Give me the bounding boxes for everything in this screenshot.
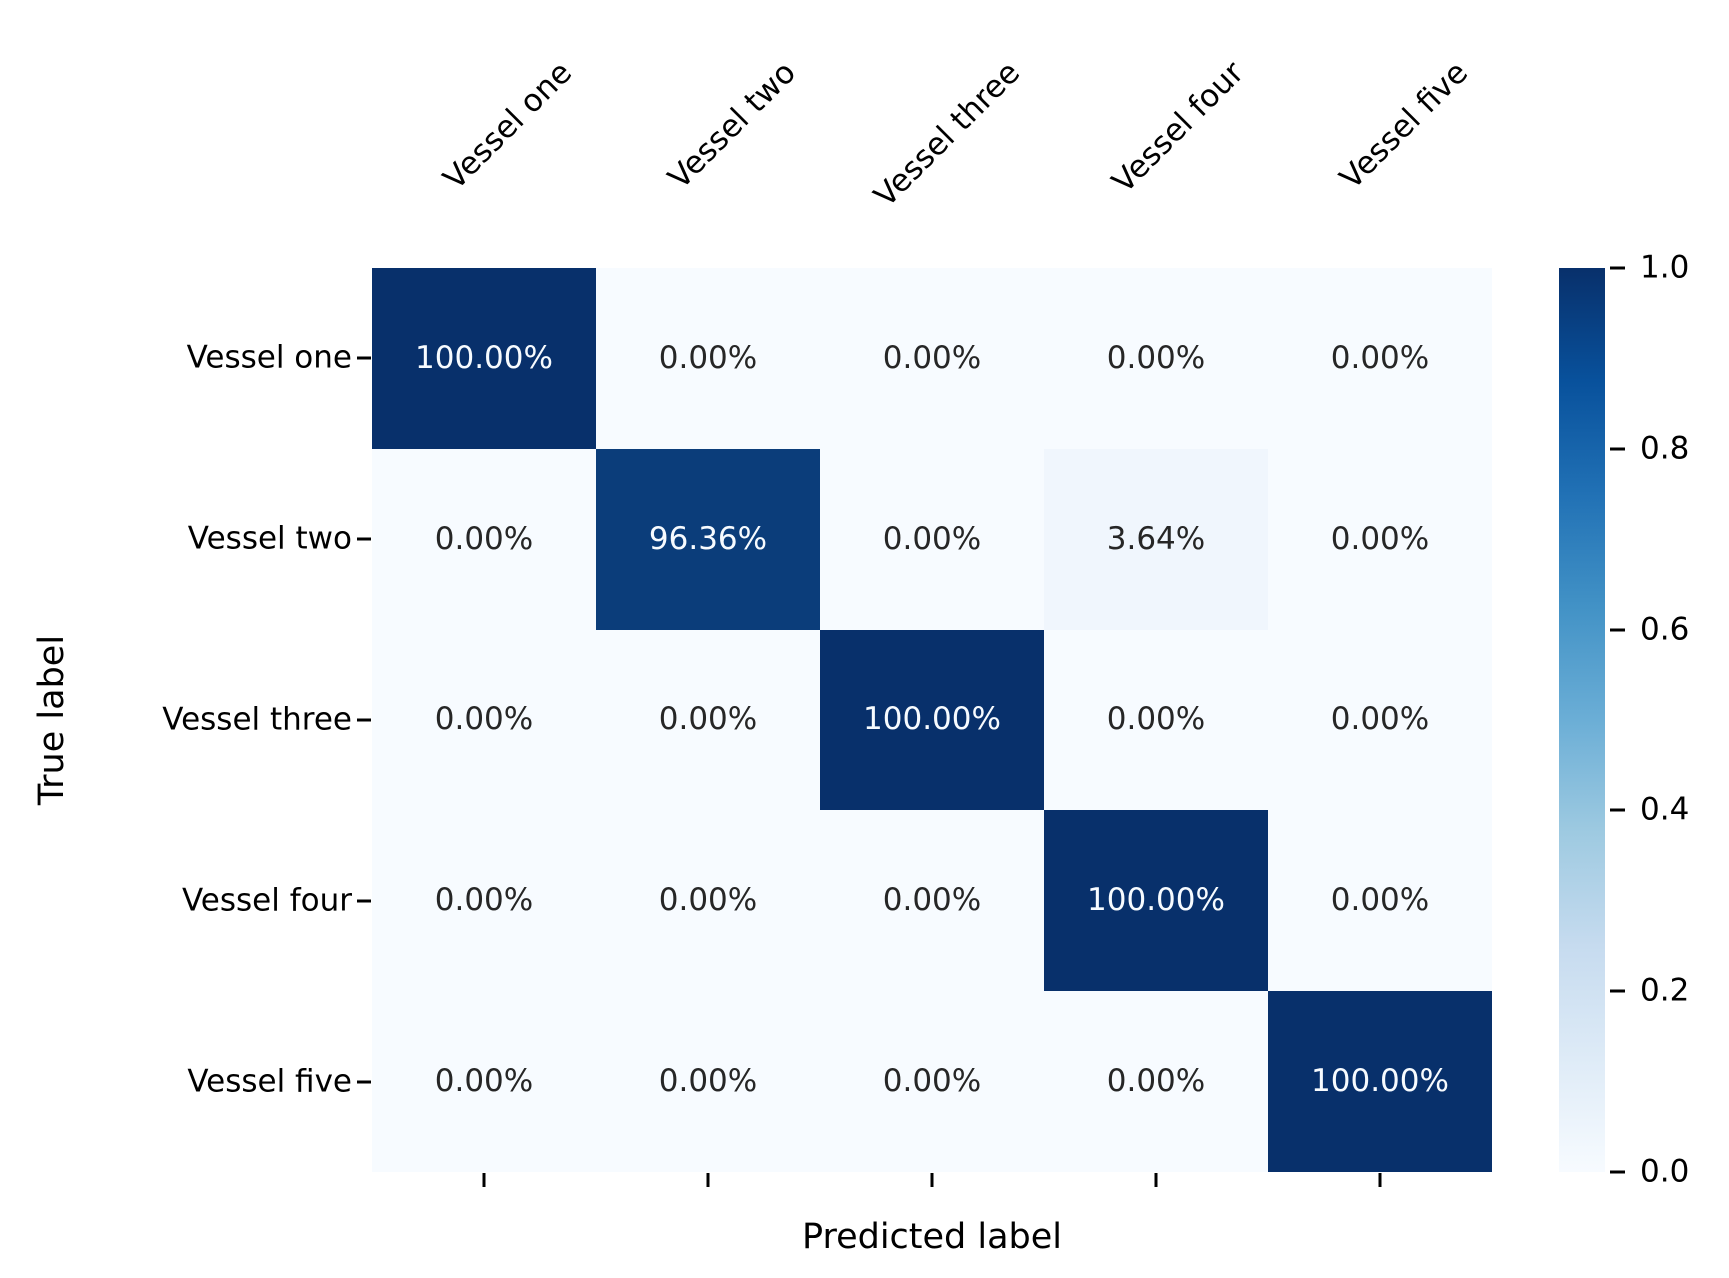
cell-r2-c3: 0.00% (820, 448, 1044, 630)
col-label-2: Vessel two (661, 54, 803, 197)
x-tick-3 (930, 1173, 934, 1187)
cell-r1-c3: 0.00% (820, 268, 1044, 449)
colorbar-tick-1.0 (1610, 266, 1625, 270)
cell-r3-c2: 0.00% (596, 629, 820, 811)
cell-r4-c3: 0.00% (820, 810, 1044, 992)
y-tick-4 (357, 899, 371, 903)
colorbar-tick-label-0.2: 0.2 (1640, 972, 1690, 1009)
y-axis-title: True label (32, 634, 72, 806)
row-label-3: Vessel three (162, 701, 352, 738)
row-label-1: Vessel one (186, 339, 352, 376)
y-tick-5 (357, 1080, 371, 1084)
cell-r4-c5: 0.00% (1268, 810, 1492, 992)
row-label-5: Vessel five (187, 1062, 352, 1099)
colorbar-tick-label-1.0: 1.0 (1640, 249, 1690, 286)
cell-r1-c4: 0.00% (1044, 268, 1268, 449)
cell-r4-c4: 100.00% (1044, 810, 1268, 992)
cell-r3-c5: 0.00% (1268, 629, 1492, 811)
y-tick-2 (357, 537, 371, 541)
col-label-3: Vessel three (867, 54, 1027, 215)
row-label-2: Vessel two (187, 520, 352, 557)
cell-r1-c5: 0.00% (1268, 268, 1492, 449)
x-tick-4 (1154, 1173, 1158, 1187)
row-label-4: Vessel four (182, 882, 352, 919)
x-axis-title: Predicted label (801, 1217, 1063, 1257)
cell-r1-c2: 0.00% (596, 268, 820, 449)
col-label-4: Vessel four (1105, 54, 1251, 201)
colorbar-tick-label-0.0: 0.0 (1640, 1153, 1690, 1190)
cell-r5-c2: 0.00% (596, 991, 820, 1172)
colorbar-tick-0.2 (1610, 989, 1625, 993)
y-tick-3 (357, 718, 371, 722)
cell-r3-c1: 0.00% (372, 629, 596, 811)
cell-r4-c2: 0.00% (596, 810, 820, 992)
cell-r3-c4: 0.00% (1044, 629, 1268, 811)
colorbar-tick-0.4 (1610, 808, 1625, 812)
cell-r5-c1: 0.00% (372, 991, 596, 1172)
cell-r5-c3: 0.00% (820, 991, 1044, 1172)
cell-r2-c4: 3.64% (1044, 448, 1268, 630)
colorbar-tick-label-0.8: 0.8 (1640, 430, 1690, 467)
x-tick-5 (1378, 1173, 1382, 1187)
colorbar-gradient (1559, 268, 1605, 1172)
colorbar-tick-label-0.4: 0.4 (1640, 791, 1690, 828)
x-tick-2 (706, 1173, 710, 1187)
cell-r4-c1: 0.00% (372, 810, 596, 992)
x-tick-1 (482, 1173, 486, 1187)
colorbar-tick-0.8 (1610, 447, 1625, 451)
heatmap-grid: 100.00% 0.00% 0.00% 0.00% 0.00% 0.00% 96.36% 0.… (372, 268, 1492, 1172)
colorbar-tick-0.6 (1610, 628, 1625, 632)
cell-r1-c1: 100.00% (372, 268, 596, 449)
cell-r5-c4: 0.00% (1044, 991, 1268, 1172)
cell-r3-c3: 100.00% (820, 629, 1044, 811)
y-tick-1 (357, 356, 371, 360)
cell-r5-c5: 100.00% (1268, 991, 1492, 1172)
cell-r2-c2: 96.36% (596, 448, 820, 630)
col-label-1: Vessel one (436, 54, 579, 197)
cell-r2-c5: 0.00% (1268, 448, 1492, 630)
cell-r2-c1: 0.00% (372, 448, 596, 630)
colorbar-tick-label-0.6: 0.6 (1640, 610, 1690, 647)
colorbar-tick-0.0 (1610, 1170, 1625, 1174)
col-label-5: Vessel five (1333, 54, 1475, 197)
